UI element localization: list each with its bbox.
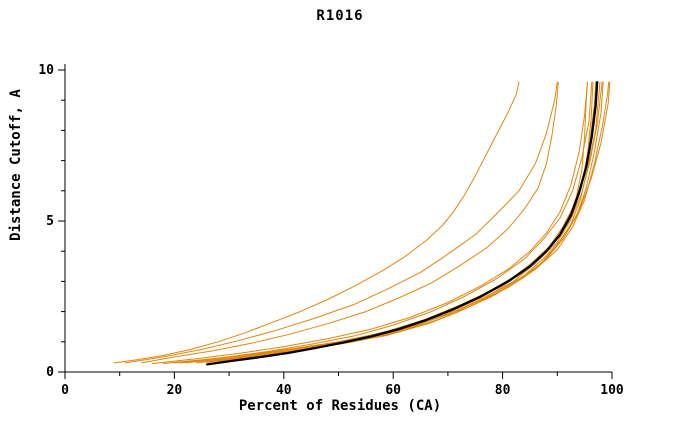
series-line-model-5 [201, 81, 597, 363]
series-line-model-outlier [113, 81, 520, 364]
series-line-model-3 [173, 81, 588, 364]
x-tick-label: 20 [167, 383, 183, 398]
y-tick-label: 5 [46, 214, 54, 229]
series-line-model-2 [141, 81, 559, 364]
series-line-reference [206, 80, 599, 366]
x-tick-label: 80 [495, 383, 511, 398]
series-line-model-9 [152, 81, 588, 364]
x-tick-label: 100 [600, 383, 624, 398]
series-line-model-11 [228, 81, 610, 361]
chart-title: R1016 [316, 8, 364, 24]
series-line-model-4 [184, 81, 594, 364]
y-tick-label: 0 [46, 365, 54, 380]
x-tick-label: 0 [61, 383, 69, 398]
x-tick-label: 40 [276, 383, 292, 398]
series-line-model-12 [179, 81, 593, 364]
series-line-model-7 [212, 81, 601, 362]
series-line-model-14 [124, 81, 558, 364]
series-line-model-6 [163, 81, 598, 364]
x-tick-label: 60 [385, 383, 401, 398]
y-tick-label: 10 [38, 63, 54, 78]
x-axis-label: Percent of Residues (CA) [238, 398, 442, 414]
